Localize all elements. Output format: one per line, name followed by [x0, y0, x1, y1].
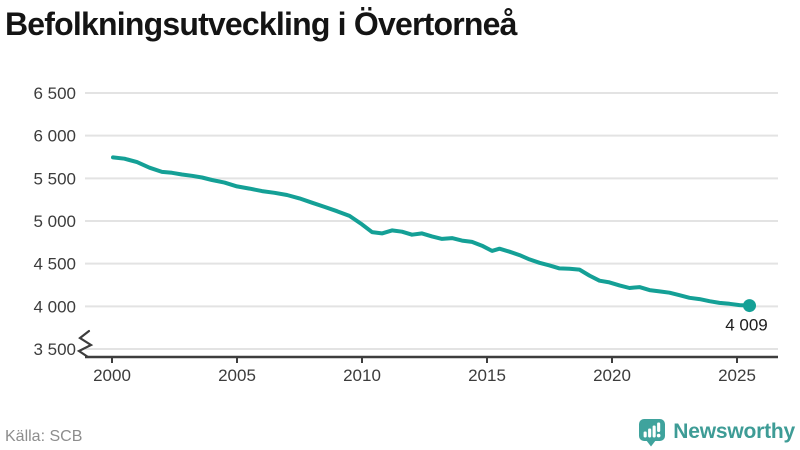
x-axis-tick-label: 2010 — [343, 366, 381, 385]
newsworthy-logo[interactable]: Newsworthy — [638, 417, 795, 447]
x-axis-tick-label: 2005 — [218, 366, 256, 385]
source-label: Källa: SCB — [5, 428, 83, 445]
newsworthy-wordmark: Newsworthy — [673, 420, 795, 443]
y-axis-tick-label: 5 000 — [33, 212, 76, 231]
x-axis-tick-label: 2020 — [593, 366, 631, 385]
newsworthy-speech-bubble-chart-icon — [639, 418, 666, 446]
population-line-series — [111, 155, 752, 308]
latest-value-marker — [743, 299, 756, 313]
y-axis-tick-label: 6 000 — [33, 127, 76, 146]
y-axis-tick-label: 4 000 — [33, 297, 76, 316]
y-axis-tick-label: 6 500 — [33, 84, 76, 103]
chart-title: Befolkningsutveckling i Övertorneå — [5, 6, 517, 42]
y-axis-tick-label: 5 500 — [33, 169, 76, 188]
latest-value-label: 4 009 — [725, 316, 768, 335]
y-axis-tick-label: 3 500 — [33, 340, 76, 359]
y-axis-tick-label: 4 500 — [33, 255, 76, 274]
x-axis-tick-label: 2025 — [718, 366, 756, 385]
x-axis-tick-label: 2015 — [468, 366, 506, 385]
axis-break-icon — [76, 329, 94, 359]
x-axis-tick-label: 2000 — [93, 366, 131, 385]
